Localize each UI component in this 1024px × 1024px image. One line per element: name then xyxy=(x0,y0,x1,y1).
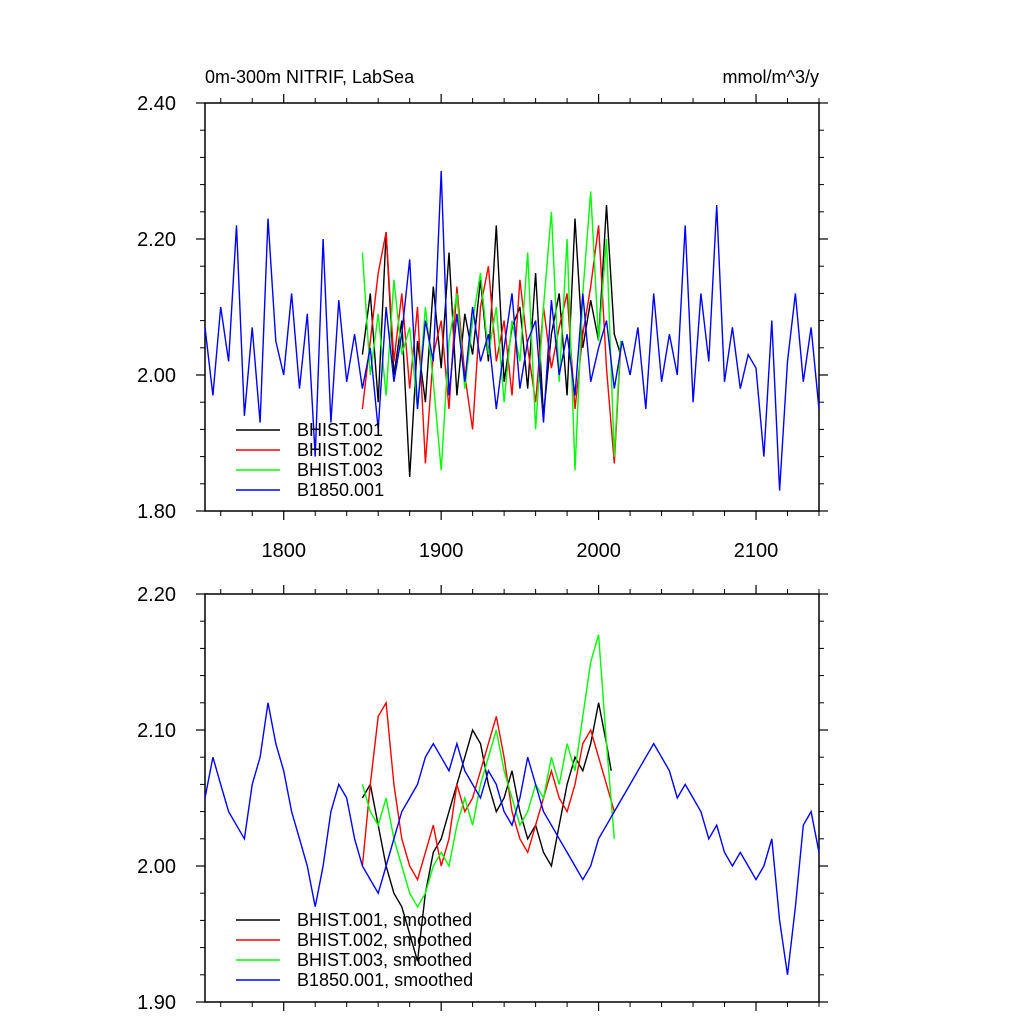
series-line-1-0 xyxy=(361,702,612,962)
bottom-series-group xyxy=(204,634,820,975)
y-tick-label: 1.90 xyxy=(137,992,176,1014)
legend-label: BHIST.003 xyxy=(297,460,383,480)
top-plot-frame xyxy=(204,102,820,512)
top-series-group xyxy=(204,170,820,491)
series-line-1-1 xyxy=(361,700,615,882)
bottom-line-chart: 1.902.002.102.20 BHIST.001, smoothedBHIS… xyxy=(137,584,828,1014)
x-tick-label: 1800 xyxy=(261,540,306,562)
legend-label: BHIST.002 xyxy=(297,440,383,460)
legend-label: B1850.001 xyxy=(297,480,384,500)
x-tick-label: 2100 xyxy=(734,540,779,562)
legend-label: BHIST.001 xyxy=(297,420,383,440)
y-tick-label: 2.00 xyxy=(137,856,176,878)
legend-label: BHIST.003, smoothed xyxy=(297,950,472,970)
y-tick-label: 2.10 xyxy=(137,720,176,742)
top-axis-ticks: 1800 1900 2000 2100 1.80 2.00 2.20 2.40 xyxy=(137,93,828,562)
x-tick-label: 1900 xyxy=(419,540,464,562)
top-line-chart: 0m-300m NITRIF, LabSea mmol/m^3/y 1800 19… xyxy=(137,67,828,562)
legend-label: B1850.001, smoothed xyxy=(297,970,473,990)
series-line-0-0 xyxy=(361,204,622,478)
legend-label: BHIST.001, smoothed xyxy=(297,910,472,930)
y-tick-label: 2.00 xyxy=(137,365,176,387)
series-line-1-2 xyxy=(361,634,615,909)
series-line-0-2 xyxy=(361,191,622,471)
y-tick-label: 2.20 xyxy=(137,229,176,251)
legend-label: BHIST.002, smoothed xyxy=(297,930,472,950)
y-tick-label: 2.40 xyxy=(137,93,176,115)
top-chart-title: 0m-300m NITRIF, LabSea xyxy=(205,67,415,87)
x-tick-label: 2000 xyxy=(576,540,621,562)
series-line-1-3 xyxy=(204,702,820,975)
y-tick-label: 2.20 xyxy=(137,584,176,606)
series-line-0-3 xyxy=(204,170,820,491)
y-tick-label: 1.80 xyxy=(137,501,176,523)
bottom-axis-ticks: 1.90 2.00 2.10 2.20 xyxy=(137,584,828,1014)
top-chart-units: mmol/m^3/y xyxy=(723,67,819,87)
